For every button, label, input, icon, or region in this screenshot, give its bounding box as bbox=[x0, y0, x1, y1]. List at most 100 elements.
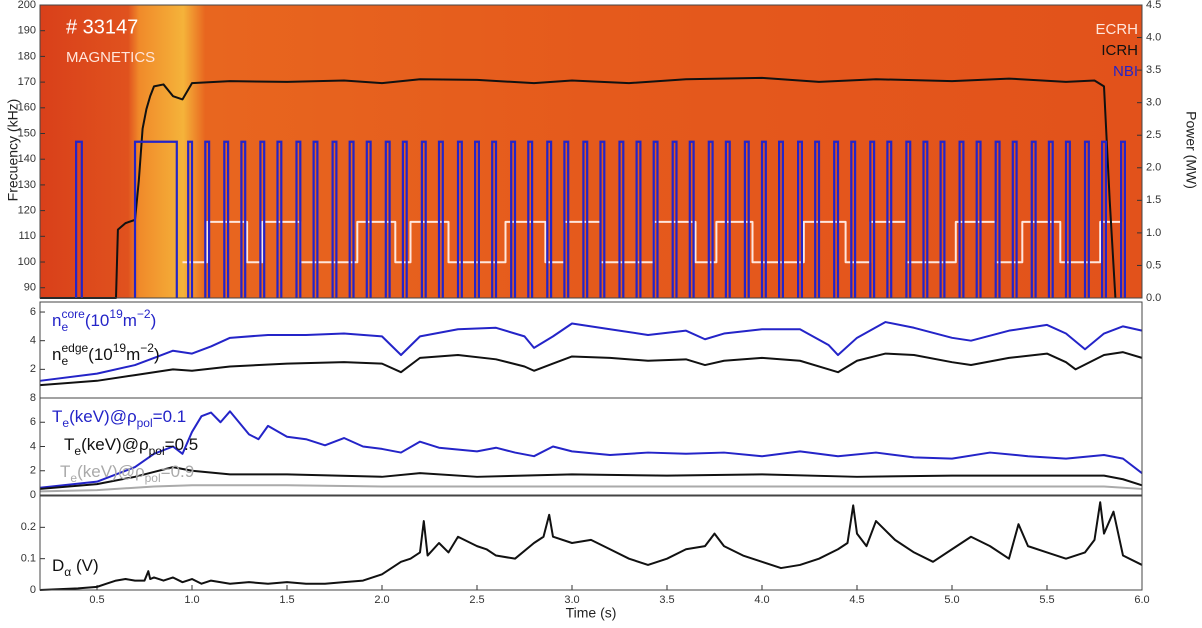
y-tick-label: 150 bbox=[18, 127, 36, 139]
x-tick-label: 6.0 bbox=[1134, 594, 1149, 606]
y-tick-label: 100 bbox=[18, 256, 36, 268]
y2-tick-label: 1.5 bbox=[1146, 194, 1161, 206]
panel-frame bbox=[39, 4, 1143, 299]
label-part: (10 bbox=[88, 345, 113, 364]
pulse bbox=[869, 140, 876, 298]
label-part: T bbox=[60, 462, 70, 481]
series-line bbox=[39, 466, 1143, 490]
series-line bbox=[39, 484, 1143, 493]
pulse bbox=[618, 140, 625, 298]
y2-tick-label: 2.5 bbox=[1146, 129, 1161, 141]
label-part: −2 bbox=[137, 307, 151, 321]
label-part: e bbox=[62, 416, 69, 430]
label-part: pol bbox=[137, 416, 153, 430]
y-tick-label: 160 bbox=[18, 102, 36, 114]
y-tick-label: 180 bbox=[18, 50, 36, 62]
pulse bbox=[939, 140, 946, 298]
pulse bbox=[778, 140, 784, 298]
pulse bbox=[743, 140, 750, 298]
pulse bbox=[850, 140, 857, 298]
series-line bbox=[39, 351, 1143, 387]
label-part: =0.1 bbox=[153, 407, 187, 426]
pulse bbox=[688, 140, 695, 298]
y-tick-label: 2 bbox=[30, 363, 36, 375]
label-part: (keV)@ρ bbox=[69, 407, 137, 426]
label-part: D bbox=[52, 556, 64, 575]
label-part: T bbox=[52, 407, 62, 426]
label-part: ) bbox=[151, 311, 157, 330]
pulse bbox=[833, 140, 840, 298]
pulse bbox=[223, 140, 230, 298]
series-line bbox=[39, 501, 1143, 591]
pulse bbox=[456, 140, 463, 298]
pulse bbox=[295, 140, 302, 298]
pulse bbox=[707, 140, 714, 298]
x-tick-label: 5.5 bbox=[1039, 594, 1054, 606]
pulse bbox=[797, 140, 803, 298]
x-axis-label: Time (s) bbox=[566, 605, 617, 621]
diagnostic-label: MAGNETICS bbox=[66, 49, 155, 66]
pulse bbox=[1047, 140, 1054, 298]
y-tick-label: 140 bbox=[18, 153, 36, 165]
panel-frame bbox=[39, 397, 1143, 496]
pulse bbox=[563, 140, 570, 298]
label-part: 19 bbox=[109, 307, 123, 321]
pulse bbox=[384, 140, 391, 298]
legend-entry: NBI bbox=[1113, 63, 1138, 80]
label-part: (V) bbox=[71, 556, 98, 575]
pulse bbox=[582, 140, 589, 298]
pulse bbox=[994, 140, 1001, 298]
legend-entry: needge(1019m−2) bbox=[52, 341, 160, 368]
pulse bbox=[420, 140, 427, 298]
label-part: e bbox=[61, 320, 68, 334]
panel-frame bbox=[39, 495, 1143, 591]
label-part: (10 bbox=[85, 311, 110, 330]
y-tick-label: 170 bbox=[18, 76, 36, 88]
pulse bbox=[546, 140, 553, 298]
pulse bbox=[348, 140, 355, 298]
pulse bbox=[510, 140, 517, 298]
label-part: e bbox=[74, 444, 81, 458]
pulse bbox=[240, 140, 247, 298]
pulse bbox=[886, 140, 893, 298]
y2-tick-label: 4.0 bbox=[1146, 31, 1161, 43]
y-tick-label: 200 bbox=[18, 0, 36, 11]
pulse bbox=[474, 140, 480, 298]
y2-tick-label: 0.0 bbox=[1146, 292, 1161, 304]
pulse bbox=[599, 140, 606, 298]
label-part: T bbox=[64, 435, 74, 454]
y-tick-label: 4 bbox=[30, 440, 36, 452]
label-part: −2 bbox=[140, 341, 154, 355]
y-tick-label: 90 bbox=[24, 282, 36, 294]
legend-entry: Te(keV)@ρpol=0.9 bbox=[60, 462, 194, 485]
pulse bbox=[922, 140, 929, 298]
y-tick-label: 8 bbox=[30, 392, 36, 404]
label-part: edge bbox=[61, 341, 88, 355]
y2-axis-label: Power (MW) bbox=[1183, 111, 1199, 189]
y2-tick-label: 1.0 bbox=[1146, 227, 1161, 239]
legend-entry: Te(keV)@ρpol=0.1 bbox=[52, 407, 186, 430]
label-part: core bbox=[61, 307, 85, 321]
y-tick-label: 110 bbox=[18, 230, 36, 242]
label-part: 19 bbox=[113, 341, 127, 355]
label-part: =0.5 bbox=[165, 435, 199, 454]
x-tick-label: 2.5 bbox=[469, 594, 484, 606]
x-tick-label: 4.0 bbox=[754, 594, 769, 606]
pulse bbox=[1120, 140, 1126, 298]
pulse bbox=[276, 140, 283, 298]
label-part: e bbox=[70, 471, 77, 485]
legend-entry: ECRH bbox=[1095, 21, 1138, 38]
y-tick-label: 190 bbox=[18, 25, 36, 37]
y-tick-label: 6 bbox=[30, 306, 36, 318]
pulse bbox=[204, 140, 211, 298]
panel-frame bbox=[39, 301, 1143, 399]
x-tick-label: 5.0 bbox=[944, 594, 959, 606]
pulse bbox=[671, 140, 678, 298]
y-tick-label: 0.1 bbox=[21, 553, 36, 565]
label-part: α bbox=[64, 565, 71, 579]
pulse bbox=[652, 140, 659, 298]
label-part: m bbox=[126, 345, 140, 364]
pulse bbox=[312, 140, 319, 298]
x-tick-label: 3.5 bbox=[659, 594, 674, 606]
